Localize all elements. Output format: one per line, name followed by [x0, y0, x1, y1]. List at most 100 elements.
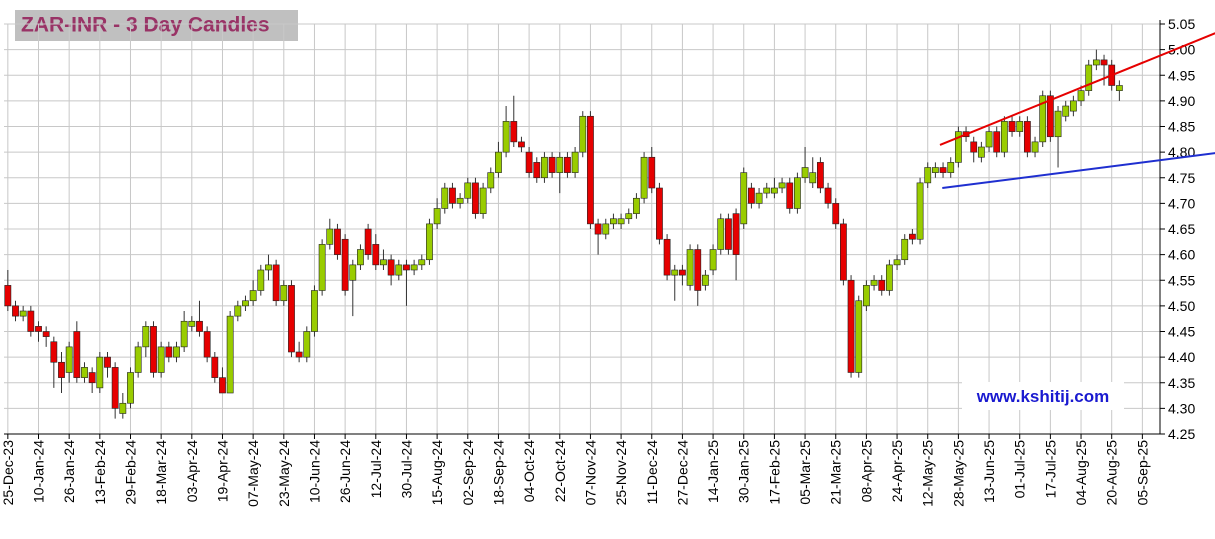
candle-body	[226, 315, 234, 394]
candle-body	[495, 151, 502, 173]
candle-body	[617, 218, 625, 225]
candle-body	[679, 269, 686, 276]
candle-body	[1069, 100, 1077, 112]
candle-body	[134, 346, 142, 373]
candle-body	[295, 351, 303, 358]
y-tick-label: 4.85	[1168, 119, 1195, 135]
candle-body	[993, 131, 1001, 153]
candle-body	[954, 131, 962, 163]
candle-body	[518, 141, 525, 148]
candle-body	[150, 326, 157, 373]
candle-body	[809, 172, 817, 184]
candle-body	[403, 264, 410, 271]
x-tick-label: 30-Jan-25	[736, 440, 752, 503]
x-tick-label: 17-Jul-25	[1042, 440, 1058, 499]
candle-body	[671, 269, 679, 276]
y-tick-label: 4.70	[1168, 195, 1195, 211]
candle-body	[1031, 141, 1039, 153]
x-tick-label: 26-Jun-24	[337, 440, 353, 503]
candle-body	[464, 182, 472, 199]
trend-line	[942, 152, 1215, 189]
candle-body	[794, 177, 801, 209]
y-tick-label: 4.50	[1168, 298, 1195, 314]
watermark: www.kshitij.com	[976, 387, 1110, 406]
candle-body	[916, 182, 924, 240]
candle-body	[203, 331, 211, 358]
candle-body	[257, 269, 265, 291]
candle-body	[1115, 85, 1123, 91]
candle-body	[694, 249, 702, 291]
candle-body	[625, 213, 633, 220]
candle-body	[334, 228, 341, 255]
x-tick-label: 13-Feb-24	[92, 440, 108, 505]
candle-body	[548, 156, 556, 173]
y-tick-label: 5.00	[1168, 42, 1195, 58]
title-box	[15, 10, 298, 41]
candle-body	[349, 264, 357, 281]
candle-body	[870, 279, 878, 286]
y-tick-label: 4.95	[1168, 67, 1195, 83]
candle-body	[433, 208, 441, 225]
candle-body	[633, 197, 640, 214]
candle-body	[648, 156, 656, 189]
candle-body	[395, 264, 403, 276]
x-tick-label: 18-Mar-24	[153, 440, 169, 505]
candle-body	[610, 218, 617, 225]
candle-body	[65, 346, 73, 373]
candle-body	[326, 228, 334, 245]
candle-body	[1085, 64, 1093, 91]
candle-body	[840, 223, 847, 281]
candle-body	[96, 356, 104, 389]
candle-body	[564, 156, 571, 173]
candle-body	[180, 320, 188, 348]
candle-body	[1092, 59, 1100, 66]
x-tick-label: 28-May-25	[950, 440, 966, 507]
y-tick-label: 4.35	[1168, 375, 1195, 391]
candle-body	[786, 182, 794, 209]
candle-body	[318, 244, 326, 291]
y-tick-label: 4.30	[1168, 400, 1195, 416]
candle-body	[88, 372, 96, 384]
x-tick-label: 29-Feb-24	[122, 440, 138, 505]
candle-body	[173, 346, 180, 358]
x-tick-label: 08-Apr-25	[858, 440, 874, 502]
candle-body	[832, 203, 840, 225]
candle-body	[1000, 121, 1008, 153]
x-tick-label: 05-Sep-25	[1134, 440, 1150, 506]
candle-body	[380, 259, 387, 266]
y-tick-label: 4.60	[1168, 247, 1195, 263]
x-tick-label: 12-May-25	[920, 440, 936, 507]
candle-body	[27, 310, 35, 332]
candle-body	[50, 341, 58, 363]
candle-body	[502, 121, 510, 153]
candle-body	[1077, 90, 1085, 102]
candle-body	[303, 331, 311, 358]
candle-body	[12, 305, 19, 317]
candle-body	[985, 131, 993, 148]
candle-body	[157, 346, 165, 373]
x-tick-label: 04-Oct-24	[521, 440, 537, 502]
trend-line	[939, 32, 1215, 146]
candle-body	[970, 141, 978, 153]
candle-body	[931, 167, 939, 173]
candle-body	[977, 146, 985, 158]
candle-body	[357, 249, 364, 266]
candle-body	[441, 187, 449, 209]
candle-body	[571, 151, 579, 173]
y-tick-label: 4.45	[1168, 324, 1195, 340]
x-tick-label: 23-May-24	[276, 440, 292, 507]
candle-body	[19, 310, 27, 317]
x-tick-label: 12-Jul-24	[368, 440, 384, 499]
candle-body	[847, 279, 855, 373]
candle-body	[472, 182, 479, 214]
candle-body	[778, 182, 786, 189]
x-tick-label: 25-Nov-24	[613, 440, 629, 506]
x-tick-label: 03-Apr-24	[184, 440, 200, 502]
candle-body	[372, 244, 380, 266]
x-tick-label: 13-Jun-25	[981, 440, 997, 503]
candle-body	[165, 346, 173, 358]
candle-body	[81, 367, 88, 378]
candle-body	[449, 187, 456, 204]
candle-body	[717, 218, 725, 250]
